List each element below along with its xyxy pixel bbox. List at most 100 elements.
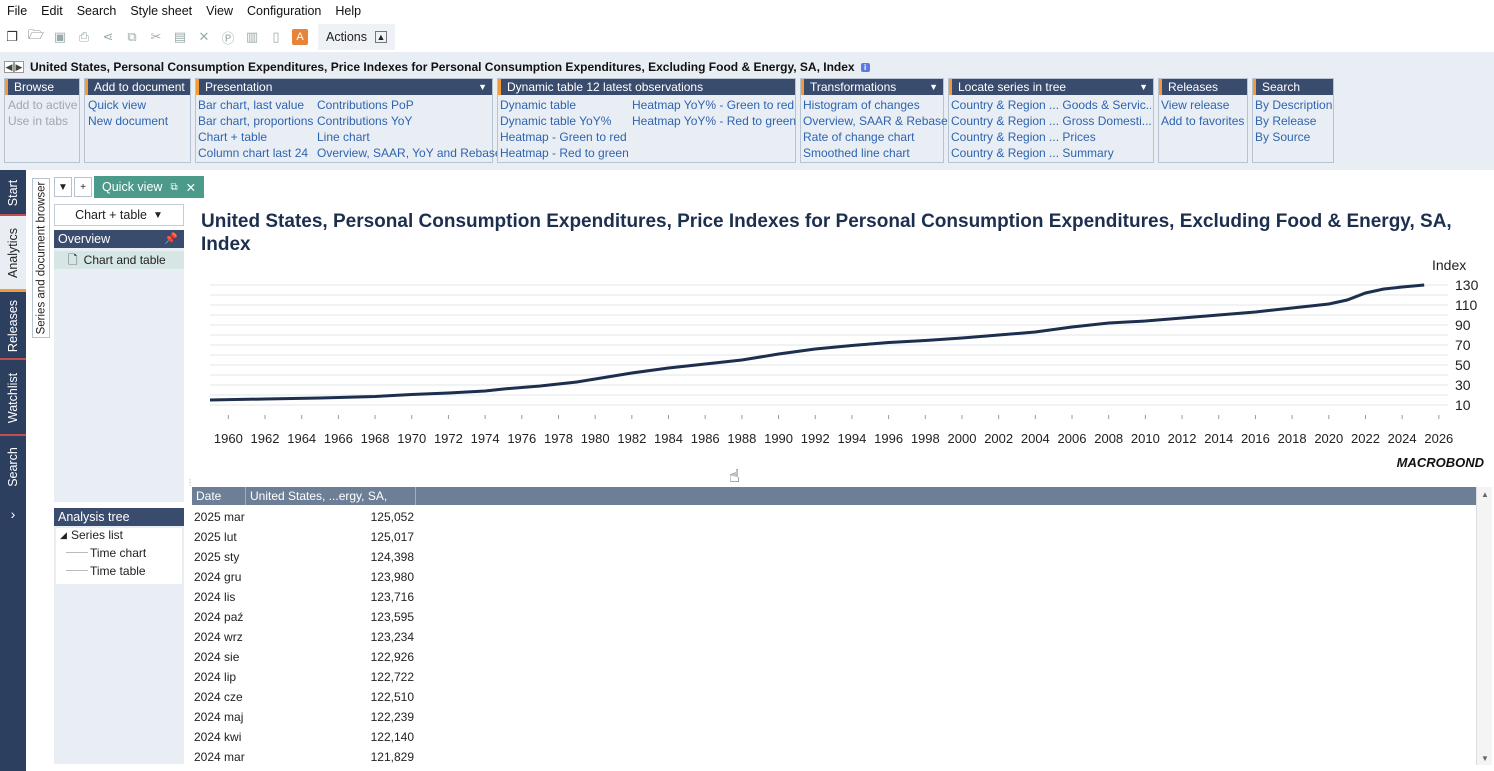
vertical-bar-icon[interactable]: ▯ [272, 29, 280, 44]
table-row[interactable]: 2025 sty 124,398 [192, 547, 1476, 567]
quick-view-link[interactable]: Quick view [88, 98, 147, 112]
style-icon[interactable]: A [288, 26, 312, 48]
locate-goods-services-link[interactable]: Country & Region ... Goods & Servic... [951, 98, 1151, 112]
column-chart-link[interactable]: Column chart last 24 [198, 146, 309, 160]
locate-prices-link[interactable]: Country & Region ... Prices [951, 130, 1096, 144]
locate-summary-link[interactable]: Country & Region ... Summary [951, 146, 1114, 160]
heatmap-yoy-green-red-link[interactable]: Heatmap YoY% - Green to red [632, 98, 795, 112]
series-browser-tab[interactable]: Series and document browser [32, 178, 50, 338]
table-row[interactable]: 2024 lip 122,722 [192, 667, 1476, 687]
new-document-icon[interactable]: ❐ [6, 29, 18, 44]
menu-help[interactable]: Help [335, 4, 362, 18]
table-row[interactable]: 2024 mar 121,829 [192, 747, 1476, 767]
use-in-tabs-link[interactable]: Use in tabs [8, 114, 69, 128]
tab-list-dropdown-icon[interactable]: ▼ [54, 177, 72, 197]
view-select[interactable]: Chart + table ▼ [54, 204, 184, 226]
bar-chart-proportions-link[interactable]: Bar chart, proportions [198, 114, 314, 128]
table-row[interactable]: 2025 mar 125,052 [192, 507, 1476, 527]
search-by-source-link[interactable]: By Source [1255, 130, 1311, 144]
splitter-handle[interactable]: ⋮ [186, 478, 194, 487]
dropdown-icon[interactable]: ▼ [478, 82, 487, 92]
add-to-favorites-link[interactable]: Add to favorites [1161, 114, 1245, 128]
tree-node-time-chart[interactable]: Time chart [90, 546, 147, 560]
menu-style-sheet[interactable]: Style sheet [130, 4, 193, 18]
cut-icon[interactable]: ✂ [150, 29, 162, 44]
print-icon[interactable]: ⎙ [78, 29, 90, 44]
p-icon[interactable]: Ⓟ [221, 30, 235, 46]
tab-releases[interactable]: Releases [0, 292, 26, 360]
dropdown-icon[interactable]: ▼ [1139, 82, 1148, 92]
overview-item[interactable]: 🗋 Chart and table [54, 251, 184, 269]
table-row[interactable]: 2024 maj 122,239 [192, 707, 1476, 727]
expand-chevron-icon[interactable]: › [10, 506, 16, 522]
table-row[interactable]: 2024 kwi 122,140 [192, 727, 1476, 747]
collapse-up-icon[interactable]: ▲ [375, 31, 387, 43]
delete-icon[interactable]: ✕ [198, 29, 210, 44]
smoothed-line-link[interactable]: Smoothed line chart [803, 146, 910, 160]
tab-watchlist[interactable]: Watchlist [0, 360, 26, 436]
tab-quick-view[interactable]: Quick view ⧉ ✕ [94, 176, 205, 198]
line-chart-link[interactable]: Line chart [317, 130, 370, 144]
tab-analytics[interactable]: Analytics [0, 216, 26, 292]
bar-chart-last-value-link[interactable]: Bar chart, last value [198, 98, 305, 112]
menu-view[interactable]: View [206, 4, 234, 18]
pin-icon[interactable]: 📌 [164, 233, 178, 245]
share-icon[interactable]: ⋖ [102, 29, 114, 44]
tree-node-time-table[interactable]: Time table [90, 564, 146, 578]
tab-start[interactable]: Start [0, 170, 26, 216]
contributions-yoy-link[interactable]: Contributions YoY [317, 114, 413, 128]
prev-arrow-icon[interactable]: ◀ [4, 61, 14, 73]
heatmap-yoy-red-green-link[interactable]: Heatmap YoY% - Red to green [632, 114, 797, 128]
open-folder-icon[interactable]: 🗁 [27, 27, 45, 42]
add-tab-icon[interactable]: + [74, 177, 92, 197]
table-row[interactable]: 2025 lut 125,017 [192, 527, 1476, 547]
table-row[interactable]: 2024 sie 122,926 [192, 647, 1476, 667]
search-by-description-link[interactable]: By Description [1255, 98, 1333, 112]
chart-table-link[interactable]: Chart + table [198, 130, 268, 144]
overview-rebase-link[interactable]: Overview, SAAR & Rebase [803, 114, 948, 128]
collapse-tree-icon[interactable]: ◢ [60, 530, 67, 540]
bar-chart-icon[interactable]: ▥ [245, 29, 259, 44]
new-document-link[interactable]: New document [88, 114, 169, 128]
overview-saar-link[interactable]: Overview, SAAR, YoY and Rebase [317, 146, 502, 160]
menu-search[interactable]: Search [76, 4, 117, 18]
view-release-link[interactable]: View release [1161, 98, 1230, 112]
table-row[interactable]: 2024 gru 123,980 [192, 567, 1476, 587]
contributions-pop-link[interactable]: Contributions PoP [317, 98, 414, 112]
dynamic-table-yoy-link[interactable]: Dynamic table YoY% [500, 114, 612, 128]
histogram-link[interactable]: Histogram of changes [803, 98, 920, 112]
column-header-series[interactable]: United States, ...ergy, SA, Index [246, 487, 416, 521]
actions-toggle[interactable]: Actions ▲ [318, 24, 395, 50]
save-icon[interactable]: ▣ [53, 29, 67, 44]
line-chart[interactable]: 10 30 50 70 90 110 130 Index 1960 1962 1964 1966 196… [190, 255, 1486, 473]
table-row[interactable]: 2024 lis 123,716 [192, 587, 1476, 607]
dropdown-icon[interactable]: ▼ [929, 82, 938, 92]
column-header-date[interactable]: Date [192, 487, 246, 505]
search-by-release-link[interactable]: By Release [1255, 114, 1317, 128]
vertical-scrollbar[interactable]: ▲ ▼ [1476, 487, 1492, 765]
rate-of-change-link[interactable]: Rate of change chart [803, 130, 915, 144]
table-row[interactable]: 2024 wrz 123,234 [192, 627, 1476, 647]
scroll-down-icon[interactable]: ▼ [1481, 753, 1489, 763]
heatmap-green-red-link[interactable]: Heatmap - Green to red [500, 130, 627, 144]
add-to-active-link[interactable]: Add to active [8, 98, 78, 112]
next-arrow-icon[interactable]: ▶ [14, 61, 24, 73]
table-row[interactable]: 2024 cze 122,510 [192, 687, 1476, 707]
dynamic-table-link[interactable]: Dynamic table [500, 98, 577, 112]
paste-icon[interactable]: ▤ [173, 29, 187, 44]
x-tick-label: 1966 [324, 431, 353, 446]
menu-edit[interactable]: Edit [41, 4, 63, 18]
group-title: Search [1253, 79, 1333, 95]
tab-search[interactable]: Search [6, 447, 21, 487]
scroll-up-icon[interactable]: ▲ [1481, 489, 1489, 499]
info-icon[interactable]: i [860, 62, 870, 72]
locate-gdp-link[interactable]: Country & Region ... Gross Domesti... [951, 114, 1151, 128]
heatmap-red-green-link[interactable]: Heatmap - Red to green [500, 146, 629, 160]
menu-configuration[interactable]: Configuration [247, 4, 322, 18]
table-row[interactable]: 2024 paź 123,595 [192, 607, 1476, 627]
copy-icon[interactable]: ⧉ [127, 29, 137, 44]
tree-node-series-list[interactable]: Series list [71, 528, 124, 542]
menu-file[interactable]: File [7, 4, 28, 18]
close-icon[interactable]: ✕ [185, 180, 197, 195]
popout-icon[interactable]: ⧉ [170, 181, 178, 193]
